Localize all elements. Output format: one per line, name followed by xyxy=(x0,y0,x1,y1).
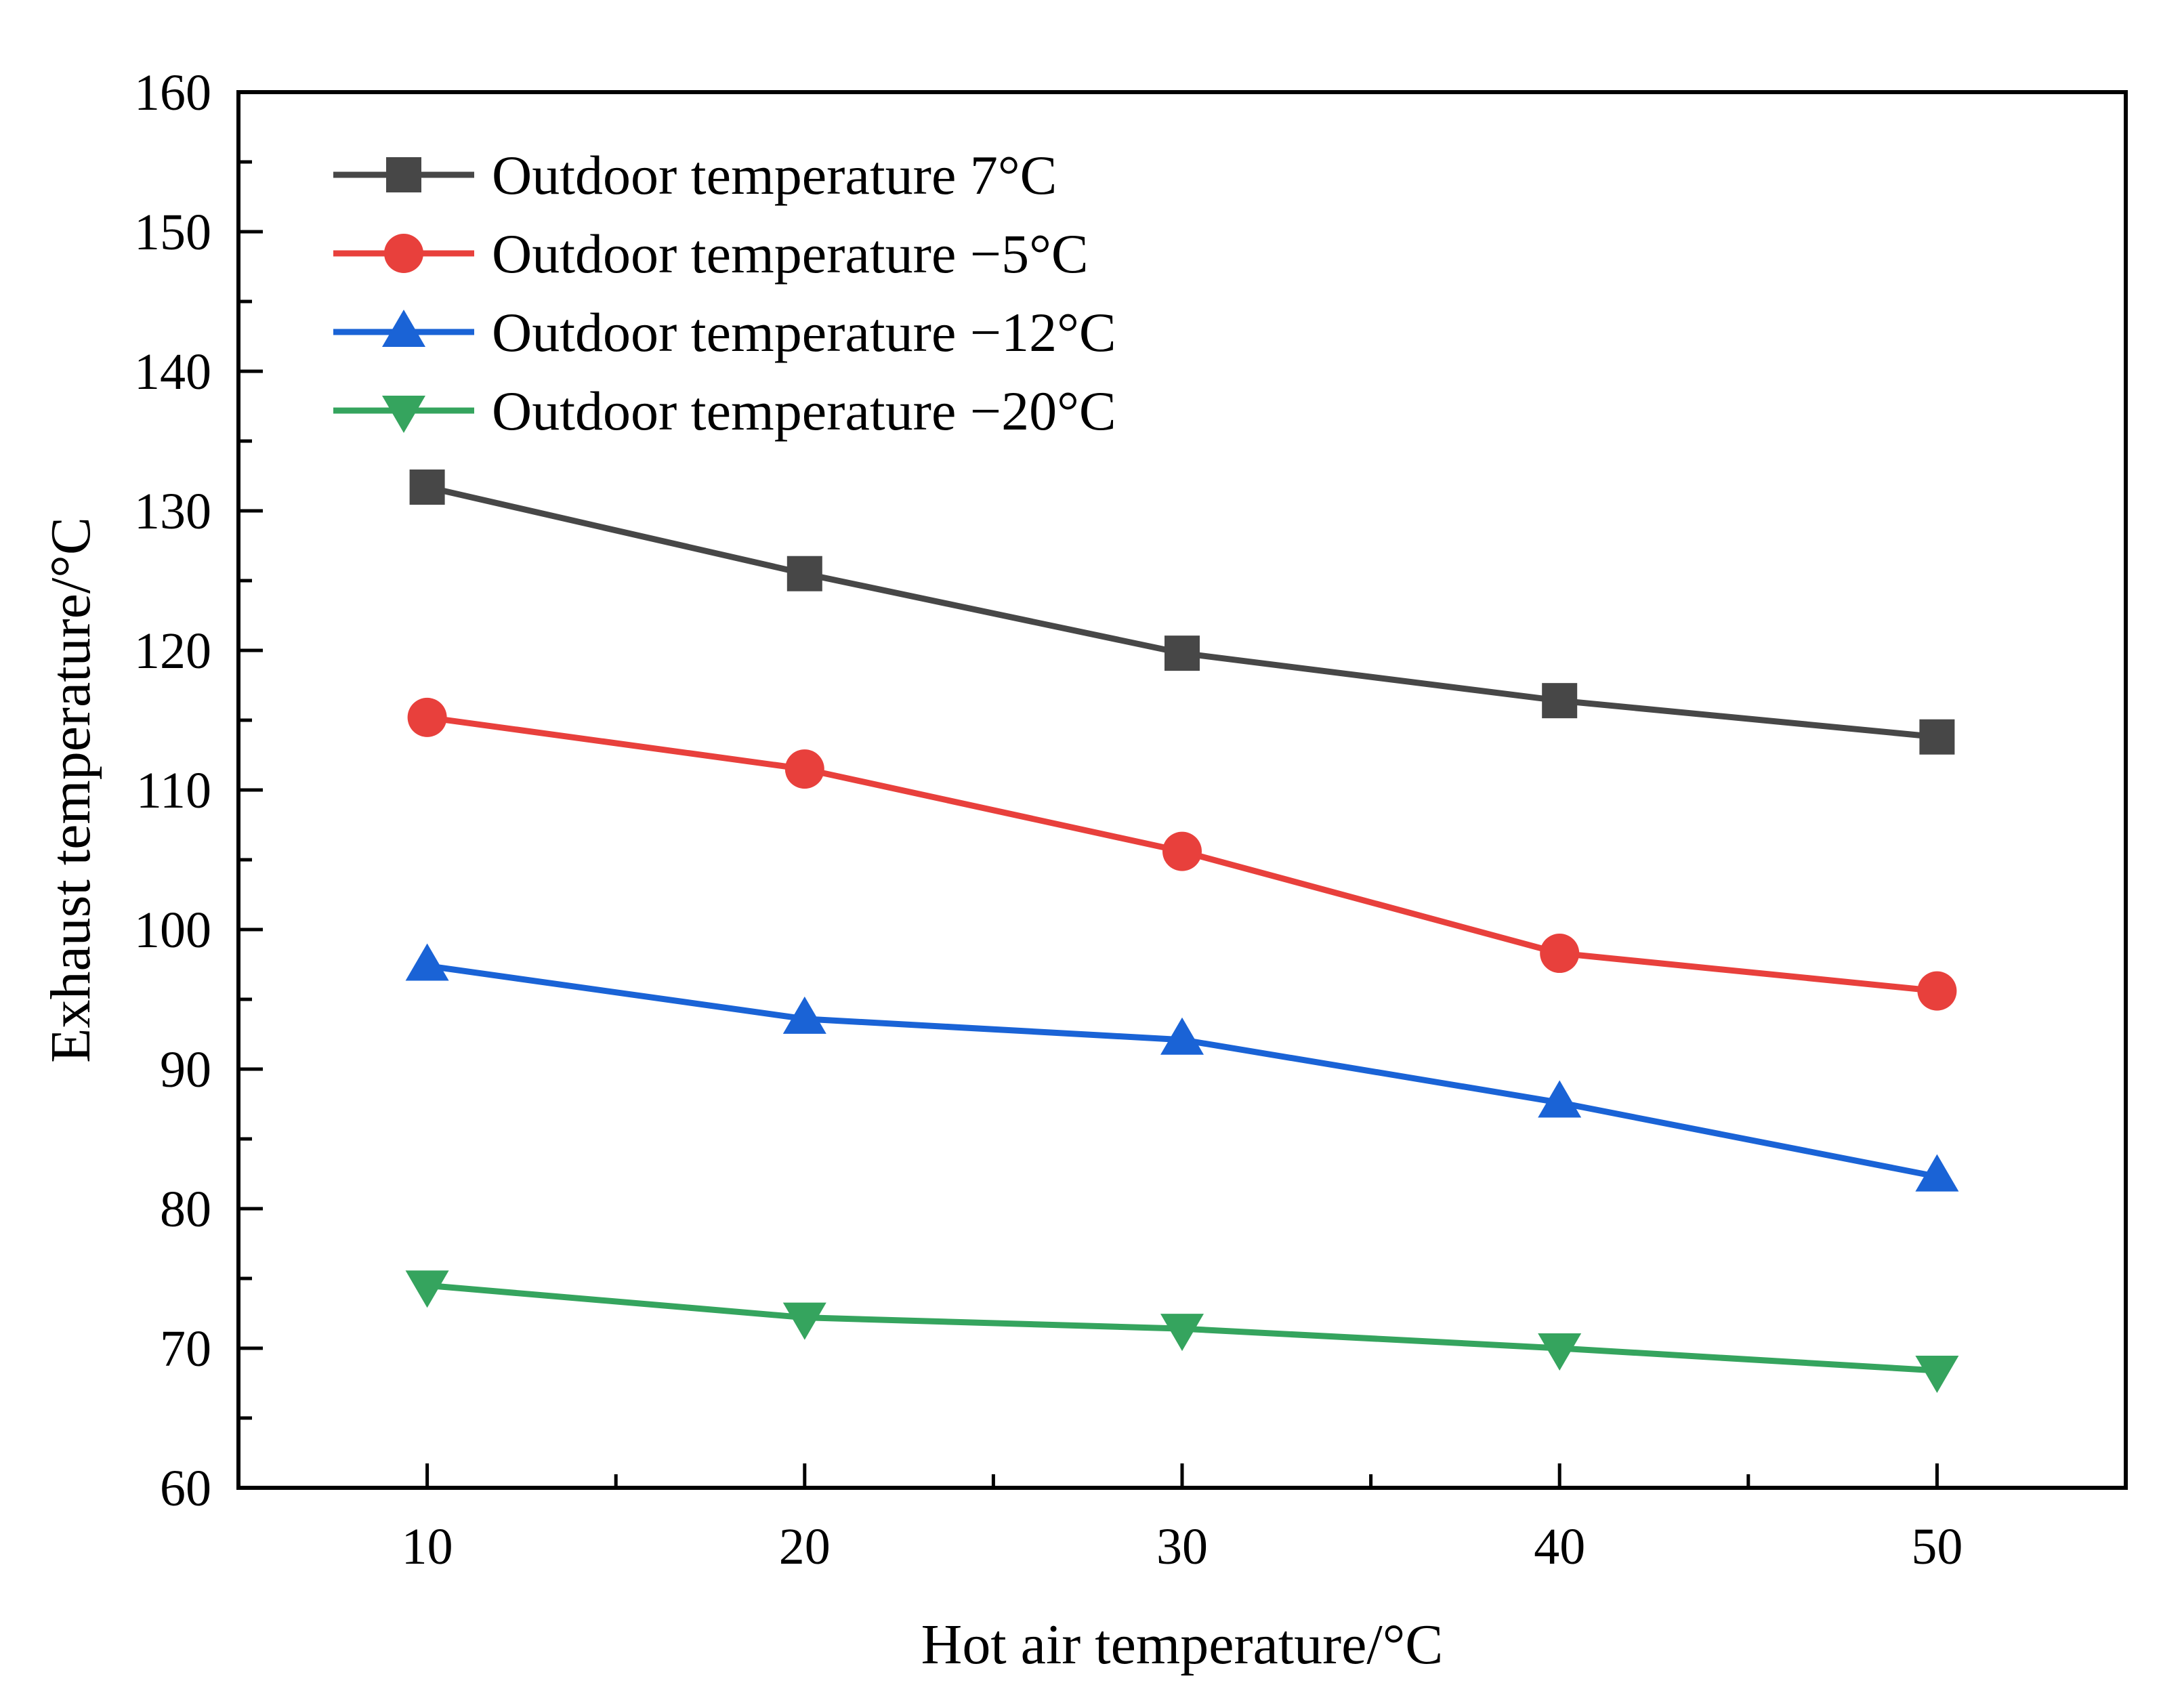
legend-label: Outdoor temperature −5°C xyxy=(492,223,1089,285)
x-axis: 10 20 30 40 50 xyxy=(402,1463,1963,1575)
legend-item: Outdoor temperature 7°C xyxy=(333,144,1057,206)
series-3 xyxy=(405,943,1959,1192)
y-tick-label: 110 xyxy=(136,762,211,819)
legend-marker xyxy=(382,310,425,347)
y-tick-label: 140 xyxy=(134,343,211,400)
y-tick-label: 150 xyxy=(134,204,211,261)
data-point xyxy=(1538,1333,1582,1371)
x-tick-label: 20 xyxy=(779,1518,831,1575)
y-tick-label: 160 xyxy=(134,64,211,121)
series-2 xyxy=(407,697,1957,1011)
legend-marker xyxy=(384,234,423,273)
legend-marker xyxy=(386,157,421,192)
legend-item: Outdoor temperature −20°C xyxy=(333,380,1116,442)
data-point xyxy=(1919,719,1955,755)
data-point xyxy=(782,996,826,1034)
data-point xyxy=(405,943,449,981)
data-point xyxy=(786,556,822,591)
data-point xyxy=(1160,1314,1204,1352)
y-tick-label: 100 xyxy=(134,902,211,959)
data-point xyxy=(407,697,447,737)
legend-label: Outdoor temperature 7°C xyxy=(492,144,1057,206)
data-point xyxy=(1538,1080,1582,1118)
y-tick-label: 80 xyxy=(160,1181,211,1238)
legend-item: Outdoor temperature −12°C xyxy=(333,301,1116,363)
x-tick-label: 50 xyxy=(1911,1518,1963,1575)
x-tick-label: 30 xyxy=(1156,1518,1208,1575)
legend: Outdoor temperature 7°C Outdoor temperatu… xyxy=(333,144,1116,442)
data-point xyxy=(1917,971,1957,1011)
y-tick-label: 90 xyxy=(160,1041,211,1098)
y-tick-label: 70 xyxy=(160,1320,211,1377)
legend-item: Outdoor temperature −5°C xyxy=(333,223,1089,285)
y-axis-title: Exhaust temperature/°C xyxy=(39,517,102,1063)
data-point xyxy=(1160,1017,1204,1055)
data-point xyxy=(409,469,445,505)
x-tick-label: 10 xyxy=(402,1518,453,1575)
legend-marker xyxy=(382,396,425,433)
data-point xyxy=(782,1302,826,1340)
data-point xyxy=(1162,831,1202,871)
y-axis: 60 70 80 90 100 110 120 130 140 150 160 xyxy=(134,64,263,1517)
y-tick-label: 120 xyxy=(134,623,211,680)
x-tick-label: 40 xyxy=(1534,1518,1585,1575)
data-point xyxy=(784,749,824,789)
y-tick-label: 130 xyxy=(134,483,211,540)
x-axis-title: Hot air temperature/°C xyxy=(921,1613,1444,1676)
series-1 xyxy=(409,469,1955,755)
data-point xyxy=(1915,1355,1959,1393)
data-point xyxy=(1542,683,1578,719)
data-point xyxy=(405,1270,449,1308)
data-point xyxy=(1915,1154,1959,1192)
legend-label: Outdoor temperature −20°C xyxy=(492,380,1116,442)
data-point xyxy=(1165,636,1200,671)
y-tick-label: 60 xyxy=(160,1460,211,1517)
series-4 xyxy=(405,1270,1959,1393)
data-point xyxy=(1540,934,1580,974)
legend-label: Outdoor temperature −12°C xyxy=(492,301,1116,363)
series-layer xyxy=(405,469,1959,1393)
